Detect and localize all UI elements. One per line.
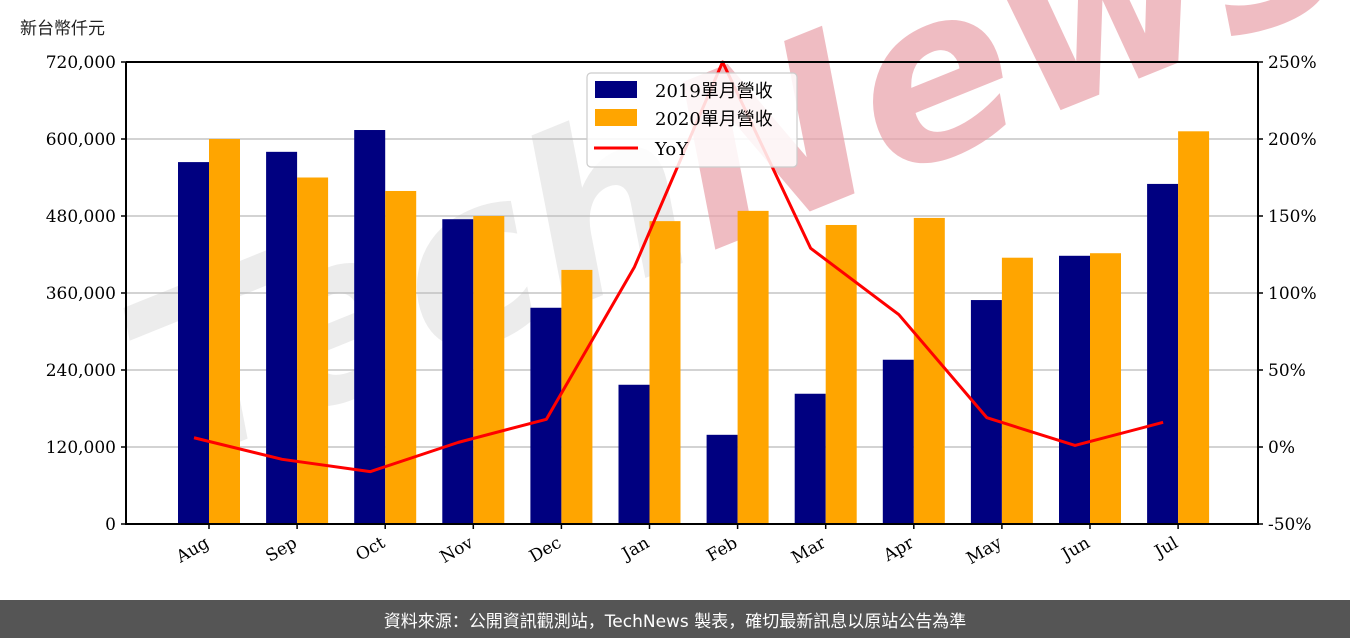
- source-footer: 資料來源：公開資訊觀測站，TechNews 製表，確切最新訊息以原站公告為準: [0, 600, 1350, 638]
- bar-series-2020: [209, 131, 1210, 525]
- legend-swatch: [595, 109, 637, 126]
- bar: [561, 269, 593, 524]
- bar-series-2019: [178, 130, 1179, 525]
- x-axis-tick-label: May: [963, 533, 1006, 569]
- left-axis-tick-label: 720,000: [46, 53, 116, 73]
- bar: [970, 300, 1002, 524]
- left-axis-tick-label: 240,000: [46, 361, 116, 381]
- left-axis-tick-label: 600,000: [46, 130, 116, 150]
- right-axis-tick-label: 200%: [1268, 130, 1317, 150]
- bar: [737, 210, 769, 524]
- legend-label: 2019單月營收: [655, 81, 773, 102]
- legend: 2019單月營收 2020單月營收 YoY: [586, 72, 798, 168]
- x-axis-tick-label: Oct: [352, 533, 388, 566]
- revenue-chart: 新台幣仟元 TechNews0120,000240,000360,000480,…: [20, 0, 1350, 569]
- right-axis-tick-label: 150%: [1268, 207, 1317, 227]
- bar: [178, 162, 209, 524]
- unit-label: 新台幣仟元: [20, 19, 105, 39]
- bar: [1178, 131, 1210, 525]
- left-axis-tick-label: 360,000: [46, 284, 116, 304]
- bar: [649, 221, 681, 524]
- bar: [882, 359, 914, 524]
- x-axis-tick-label: Feb: [704, 533, 742, 566]
- left-axis-tick-label: 0: [105, 515, 116, 535]
- right-axis-tick-label: 100%: [1268, 284, 1317, 304]
- bar: [473, 216, 505, 524]
- bar: [354, 130, 386, 524]
- right-axis-tick-label: -50%: [1268, 515, 1312, 535]
- chart-canvas: TechNews0120,000240,000360,000480,000600…: [46, 0, 1350, 569]
- bar: [1001, 257, 1033, 524]
- x-axis-tick-label: Nov: [437, 533, 477, 568]
- bar: [1059, 255, 1090, 525]
- x-axis-tick-label: Apr: [879, 533, 918, 567]
- bar: [266, 151, 298, 525]
- bar: [706, 434, 738, 524]
- bar: [794, 393, 826, 524]
- bar: [442, 219, 474, 525]
- x-axis-tick-label: Jun: [1057, 533, 1094, 566]
- bar: [297, 177, 329, 524]
- left-axis-tick-label: 480,000: [46, 207, 116, 227]
- x-axis-tick-label: Sep: [262, 533, 300, 567]
- bar: [1147, 183, 1179, 524]
- x-axis-tick-label: Aug: [172, 533, 213, 568]
- x-axis-tick-label: Jan: [617, 533, 653, 565]
- bar: [209, 139, 240, 524]
- bar: [913, 217, 945, 525]
- legend-swatch: [595, 81, 637, 98]
- legend-label: 2020單月營收: [655, 109, 773, 130]
- bar: [1090, 253, 1121, 524]
- right-axis-tick-label: 250%: [1268, 53, 1317, 73]
- right-axis-tick-label: 0%: [1268, 438, 1295, 458]
- footer-text: 資料來源：公開資訊觀測站，TechNews 製表，確切最新訊息以原站公告為準: [383, 611, 967, 632]
- legend-label: YoY: [654, 139, 689, 160]
- x-axis-tick-label: Dec: [526, 533, 565, 567]
- x-axis-tick-label: Jul: [1150, 533, 1182, 563]
- bar: [530, 307, 562, 524]
- x-axis-tick-label: Mar: [788, 533, 830, 569]
- bar: [825, 224, 857, 524]
- left-axis-tick-label: 120,000: [46, 438, 116, 458]
- bar: [618, 384, 650, 524]
- right-axis-tick-label: 50%: [1268, 361, 1306, 381]
- bar: [385, 190, 417, 524]
